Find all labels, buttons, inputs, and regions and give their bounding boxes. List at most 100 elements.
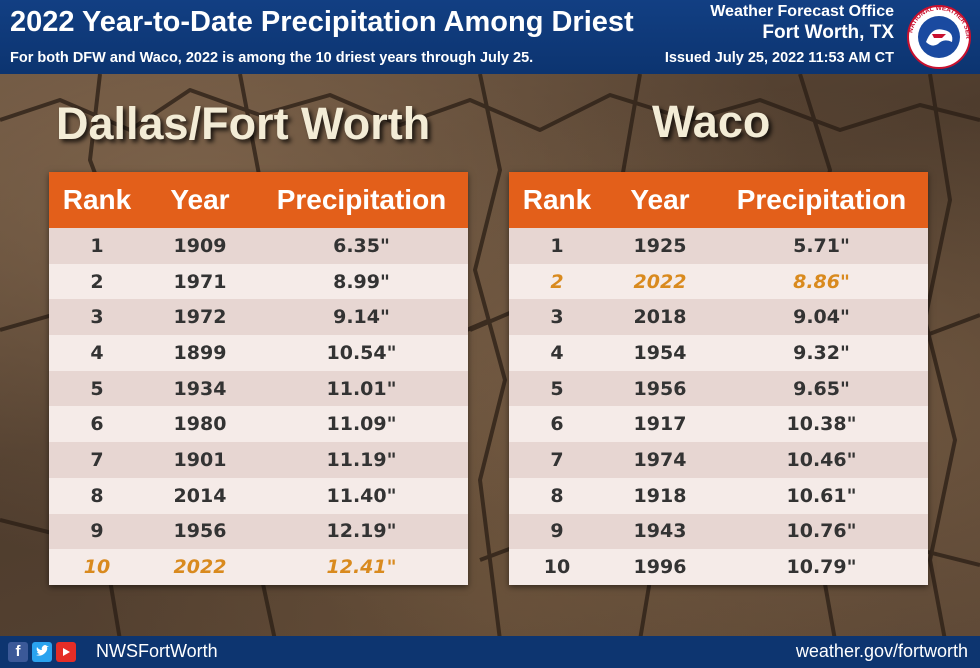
year-cell: 2022	[145, 549, 255, 585]
precipitation-cell: 5.71"	[715, 228, 928, 264]
year-cell: 1980	[145, 406, 255, 443]
year-cell: 1956	[605, 370, 715, 407]
header-bar: 2022 Year-to-Date Precipitation Among Dr…	[0, 0, 980, 74]
website-link[interactable]: weather.gov/fortworth	[795, 641, 968, 661]
rank-cell: 7	[509, 442, 605, 478]
rank-cell: 5	[509, 370, 605, 407]
footer-bar: f NWSFortWorth weather.gov/fortworth	[0, 636, 980, 668]
rank-cell: 3	[509, 299, 605, 336]
social-handle[interactable]: NWSFortWorth	[96, 641, 218, 661]
rank-cell: 4	[49, 335, 145, 371]
year-cell: 1972	[145, 299, 255, 336]
precipitation-cell: 9.65"	[715, 370, 928, 407]
table-row: 4 1899 10.54"	[49, 335, 468, 371]
rank-cell: 9	[49, 513, 145, 550]
precipitation-cell: 11.09"	[255, 406, 468, 443]
dfw-table: Rank Year Precipitation 1 1909 6.35" 2 1971 8…	[49, 172, 468, 585]
dfw-table-header: Rank Year Precipitation	[49, 172, 468, 228]
col-header-year: Year	[605, 172, 715, 228]
year-cell: 1899	[145, 335, 255, 371]
table-row: 9 1943 10.76"	[509, 513, 928, 550]
table-row: 1 1909 6.35"	[49, 228, 468, 264]
table-row: 8 2014 11.40"	[49, 477, 468, 514]
year-cell: 1974	[605, 442, 715, 478]
year-cell: 1954	[605, 335, 715, 371]
table-row: 8 1918 10.61"	[509, 477, 928, 514]
table-row: 3 2018 9.04"	[509, 299, 928, 336]
youtube-icon[interactable]	[56, 642, 76, 662]
table-row: 6 1917 10.38"	[509, 406, 928, 443]
table-row: 10 2022 12.41"	[49, 549, 468, 585]
precipitation-cell: 12.19"	[255, 513, 468, 550]
precipitation-cell: 10.46"	[715, 442, 928, 478]
precipitation-cell: 8.86"	[715, 263, 928, 300]
rank-cell: 3	[49, 299, 145, 336]
rank-cell: 8	[509, 477, 605, 514]
year-cell: 1971	[145, 263, 255, 300]
table-row: 10 1996 10.79"	[509, 549, 928, 585]
year-cell: 2018	[605, 299, 715, 336]
year-cell: 1956	[145, 513, 255, 550]
year-cell: 1901	[145, 442, 255, 478]
table-row: 6 1980 11.09"	[49, 406, 468, 443]
rank-cell: 7	[49, 442, 145, 478]
table-row: 2 1971 8.99"	[49, 263, 468, 300]
page-title: 2022 Year-to-Date Precipitation Among Dr…	[10, 6, 634, 38]
year-cell: 1996	[605, 549, 715, 585]
rank-cell: 1	[509, 228, 605, 264]
rank-cell: 10	[509, 549, 605, 585]
table-row: 5 1934 11.01"	[49, 370, 468, 407]
precipitation-cell: 10.76"	[715, 513, 928, 550]
table-row: 7 1974 10.46"	[509, 442, 928, 478]
waco-table: Rank Year Precipitation 1 1925 5.71" 2 2022 8…	[509, 172, 928, 585]
waco-table-body: 1 1925 5.71" 2 2022 8.86" 3 2018 9.04" 4 1954 9.32"…	[509, 228, 928, 585]
table-row: 9 1956 12.19"	[49, 513, 468, 550]
table-row: 1 1925 5.71"	[509, 228, 928, 264]
nws-logo-icon: NATIONAL WEATHER SERVICE	[904, 4, 971, 69]
year-cell: 1918	[605, 477, 715, 514]
rank-cell: 8	[49, 477, 145, 514]
year-cell: 2022	[605, 263, 715, 300]
office-info: Weather Forecast Office Fort Worth, TX	[710, 2, 894, 45]
twitter-icon[interactable]	[32, 642, 52, 662]
dfw-heading: Dallas/Fort Worth	[56, 98, 431, 149]
year-cell: 1917	[605, 406, 715, 443]
precipitation-cell: 9.32"	[715, 335, 928, 371]
office-line2: Fort Worth, TX	[762, 22, 894, 43]
precipitation-cell: 11.19"	[255, 442, 468, 478]
issued-timestamp: Issued July 25, 2022 11:53 AM CT	[664, 50, 894, 66]
year-cell: 1925	[605, 228, 715, 264]
precipitation-cell: 6.35"	[255, 228, 468, 264]
waco-table-header: Rank Year Precipitation	[509, 172, 928, 228]
precipitation-cell: 9.14"	[255, 299, 468, 336]
rank-cell: 9	[509, 513, 605, 550]
precipitation-cell: 10.79"	[715, 549, 928, 585]
rank-cell: 6	[509, 406, 605, 443]
precipitation-cell: 9.04"	[715, 299, 928, 336]
table-row: 4 1954 9.32"	[509, 335, 928, 371]
year-cell: 1943	[605, 513, 715, 550]
rank-cell: 5	[49, 370, 145, 407]
table-row: 3 1972 9.14"	[49, 299, 468, 336]
rank-cell: 2	[509, 263, 605, 300]
precipitation-cell: 8.99"	[255, 263, 468, 300]
waco-heading: Waco	[652, 96, 771, 147]
col-header-rank: Rank	[509, 172, 605, 228]
precipitation-cell: 10.38"	[715, 406, 928, 443]
col-header-year: Year	[145, 172, 255, 228]
col-header-rank: Rank	[49, 172, 145, 228]
rank-cell: 2	[49, 263, 145, 300]
rank-cell: 4	[509, 335, 605, 371]
office-line1: Weather Forecast Office	[710, 3, 894, 20]
precipitation-cell: 10.61"	[715, 477, 928, 514]
year-cell: 1934	[145, 370, 255, 407]
precipitation-cell: 11.40"	[255, 477, 468, 514]
table-row: 7 1901 11.19"	[49, 442, 468, 478]
rank-cell: 1	[49, 228, 145, 264]
year-cell: 1909	[145, 228, 255, 264]
social-icons: f	[8, 642, 76, 662]
dfw-table-body: 1 1909 6.35" 2 1971 8.99" 3 1972 9.14" 4 1899 10.54…	[49, 228, 468, 585]
precipitation-cell: 11.01"	[255, 370, 468, 407]
col-header-precipitation: Precipitation	[255, 172, 468, 228]
facebook-icon[interactable]: f	[8, 642, 28, 662]
